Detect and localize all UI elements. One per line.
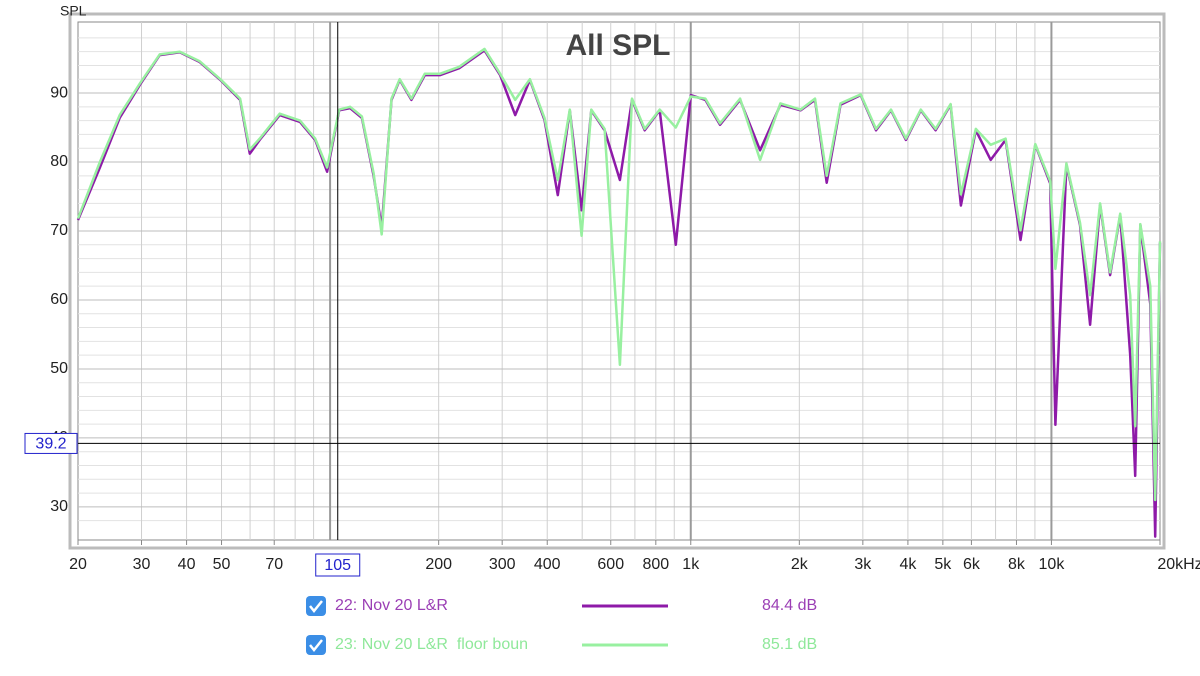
legend-level: 84.4 dB bbox=[762, 597, 817, 614]
x-tick-label: 400 bbox=[534, 556, 561, 573]
x-tick-label: 800 bbox=[642, 556, 669, 573]
y-tick-label: 30 bbox=[50, 498, 68, 515]
y-tick-label: 90 bbox=[50, 84, 68, 101]
cursor-x-label: 105 bbox=[324, 557, 351, 574]
x-tick-label: 200 bbox=[425, 556, 452, 573]
cursor-x-box bbox=[315, 553, 361, 577]
x-tick-label: 20 bbox=[69, 556, 87, 573]
x-tick-label: 8k bbox=[1008, 556, 1026, 573]
cursor-y-box bbox=[24, 432, 78, 454]
x-tick-label: 20kHz bbox=[1157, 556, 1200, 573]
x-tick-label: 10k bbox=[1039, 556, 1066, 573]
plot-area bbox=[77, 21, 1161, 541]
legend-checkbox[interactable] bbox=[306, 596, 326, 616]
x-tick-label: 30 bbox=[133, 556, 151, 573]
cursor-y-label: 39.2 bbox=[35, 436, 66, 453]
x-tick-label: 6k bbox=[963, 556, 981, 573]
x-tick-label: 70 bbox=[265, 556, 283, 573]
legend-label: 22: Nov 20 L&R bbox=[335, 597, 448, 614]
x-tick-label: 50 bbox=[213, 556, 231, 573]
plot-frame bbox=[68, 12, 1166, 550]
y-tick-label: 80 bbox=[50, 153, 68, 170]
series-line bbox=[76, 47, 1162, 502]
x-tick-label: 3k bbox=[854, 556, 872, 573]
y-tick-label: 70 bbox=[50, 222, 68, 239]
x-tick-label: 300 bbox=[489, 556, 516, 573]
chart-title: All SPL bbox=[565, 29, 670, 62]
checkbox-check bbox=[309, 600, 323, 614]
x-tick-label: 40 bbox=[178, 556, 196, 573]
legend-checkbox[interactable] bbox=[306, 635, 326, 655]
legend-level: 85.1 dB bbox=[762, 636, 817, 653]
y-axis-label: SPL bbox=[60, 3, 87, 19]
x-tick-label: 2k bbox=[791, 556, 809, 573]
x-tick-label: 4k bbox=[899, 556, 917, 573]
y-tick-label: 60 bbox=[50, 291, 68, 308]
x-tick-label: 600 bbox=[597, 556, 624, 573]
x-tick-label: 1k bbox=[682, 556, 700, 573]
x-tick-label: 5k bbox=[934, 556, 952, 573]
y-tick-label: 50 bbox=[50, 360, 68, 377]
legend-label: 23: Nov 20 L&R floor boun bbox=[335, 636, 528, 653]
checkbox-check bbox=[309, 639, 323, 653]
